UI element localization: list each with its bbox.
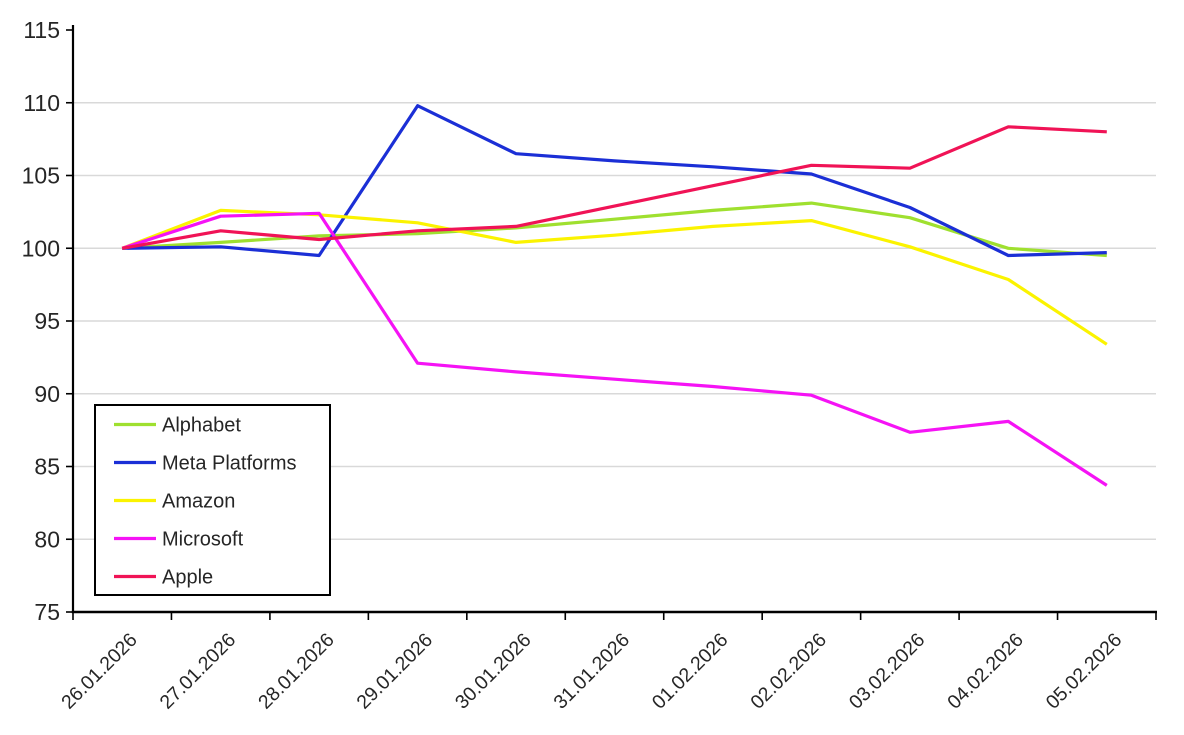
y-tick-label-95: 95 xyxy=(34,308,60,334)
series-line-microsoft xyxy=(121,211,1108,487)
legend-label-apple: Apple xyxy=(162,567,213,589)
x-axis-labels: 26.01.2026 27.01.2026 28.01.2026 29.01.2026… xyxy=(57,629,1126,714)
y-tick-label-100: 100 xyxy=(22,235,60,261)
y-tick-label-80: 80 xyxy=(34,526,60,552)
legend-label-microsoft: Microsoft xyxy=(162,529,244,551)
legend-label-meta-platforms: Meta Platforms xyxy=(162,453,296,475)
y-tick-label-105: 105 xyxy=(22,163,60,189)
x-tick-label-0: 26.01.2026 xyxy=(57,629,142,714)
x-tick-label-4: 30.01.2026 xyxy=(451,629,536,714)
x-tick-label-7: 02.02.2026 xyxy=(746,629,831,714)
y-tick-label-110: 110 xyxy=(23,90,60,116)
y-tick-label-85: 85 xyxy=(34,454,60,480)
y-axis-labels: 75 80 85 90 95 100 105 110 115 xyxy=(22,17,60,625)
series-lines xyxy=(121,104,1108,487)
x-tick-label-9: 04.02.2026 xyxy=(943,629,1028,714)
x-tick-label-1: 27.01.2026 xyxy=(156,629,241,714)
x-tick-label-3: 29.01.2026 xyxy=(353,629,438,714)
y-tick-label-75: 75 xyxy=(34,599,60,625)
x-tick-label-2: 28.01.2026 xyxy=(254,629,339,714)
legend-label-amazon: Amazon xyxy=(162,491,235,513)
series-line-apple xyxy=(121,125,1107,250)
axes xyxy=(66,25,1157,620)
x-tick-label-8: 03.02.2026 xyxy=(845,629,930,714)
legend-label-alphabet: Alphabet xyxy=(162,415,241,437)
x-tick-label-5: 31.01.2026 xyxy=(549,629,634,714)
series-line-meta-platforms xyxy=(122,104,1107,258)
y-tick-label-90: 90 xyxy=(34,381,60,407)
x-tick-label-6: 01.02.2026 xyxy=(648,629,733,714)
y-tick-label-115: 115 xyxy=(23,17,60,43)
legend: Alphabet Meta Platforms Amazon Microsoft App… xyxy=(94,404,331,596)
x-tick-label-10: 05.02.2026 xyxy=(1042,629,1127,714)
